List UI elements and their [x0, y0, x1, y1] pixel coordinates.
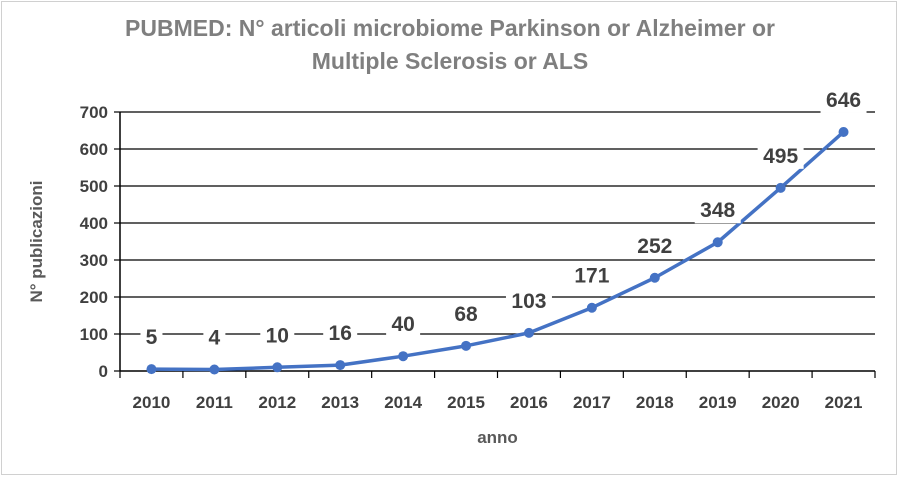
x-tick-label-2020: 2020 [762, 393, 800, 412]
data-label-2016: 103 [511, 290, 546, 313]
data-point-2011 [209, 364, 220, 375]
chart-title: PUBMED: N° articoli microbiome Parkinson… [0, 12, 900, 78]
data-label-bg-2014 [386, 311, 421, 338]
data-label-2011: 4 [209, 327, 221, 350]
y-tick-label-500: 500 [80, 177, 108, 196]
y-tick-label-100: 100 [80, 325, 108, 344]
x-tick-label-2018: 2018 [636, 393, 674, 412]
data-point-2012 [272, 362, 283, 373]
axes [114, 111, 876, 378]
data-label-bg-2013 [323, 320, 358, 347]
x-tick-label-2017: 2017 [573, 393, 611, 412]
data-label-2019: 348 [700, 199, 735, 222]
data-label-2018: 252 [637, 235, 672, 258]
data-label-bg-2018 [631, 232, 678, 259]
data-point-2018 [649, 272, 660, 283]
chart-title-line-2: Multiple Sclerosis or ALS [311, 48, 589, 74]
data-label-bg-2017 [568, 262, 615, 289]
data-label-2015: 68 [454, 303, 478, 326]
x-tick-label-2013: 2013 [321, 393, 359, 412]
data-point-2010 [146, 364, 157, 375]
y-tick-label-300: 300 [80, 251, 108, 270]
y-tick-label-600: 600 [80, 140, 108, 159]
data-label-bg-2021 [820, 86, 867, 113]
y-tick-label-200: 200 [80, 288, 108, 307]
data-point-2017 [586, 302, 597, 313]
data-label-2017: 171 [574, 265, 609, 288]
data-point-2013 [335, 360, 346, 371]
data-label-2014: 40 [391, 313, 414, 336]
data-label-bg-2016 [505, 287, 552, 314]
x-tick-label-2012: 2012 [258, 393, 296, 412]
data-point-2020 [775, 182, 786, 193]
data-label-2012: 10 [266, 324, 289, 347]
x-tick-label-2019: 2019 [699, 393, 737, 412]
series-line [151, 130, 845, 372]
data-label-bg-2019 [694, 197, 741, 224]
y-axis-title: N° publicazioni [27, 180, 46, 302]
x-tick-label-2014: 2014 [384, 393, 422, 412]
x-tick-labels: 2010 2011 2012 2013 2014 2015 2016 2017 2018 2019… [133, 393, 863, 412]
data-point-2019 [712, 237, 723, 248]
y-tick-labels: 0 100 200 300 400 500 600 700 [80, 103, 108, 381]
x-tick-label-2010: 2010 [133, 393, 171, 412]
data-label-2010: 5 [146, 326, 158, 349]
x-tick-label-2015: 2015 [447, 393, 485, 412]
data-point-2014 [398, 351, 409, 362]
y-tick-label-400: 400 [80, 214, 108, 233]
data-point-2016 [523, 327, 534, 338]
data-point-2015 [461, 340, 472, 351]
x-tick-label-2016: 2016 [510, 393, 548, 412]
data-label-bg-2020 [757, 142, 804, 169]
data-label-bg-2011 [203, 324, 226, 351]
data-label-2020: 495 [763, 145, 798, 168]
y-tick-label-700: 700 [80, 103, 108, 122]
data-point-2021 [838, 126, 849, 137]
gridlines [120, 111, 875, 335]
data-label-bg-2012 [260, 322, 295, 349]
x-tick-label-2011: 2011 [196, 393, 233, 412]
data-label-bg-2010 [140, 324, 163, 351]
data-label-2013: 16 [329, 322, 352, 345]
x-tick-label-2021: 2021 [825, 393, 863, 412]
y-tick-label-0: 0 [99, 362, 108, 381]
data-label-2021: 646 [826, 89, 861, 112]
data-labels: 5 4 10 16 40 68 103 171 252 348 495 646 [140, 86, 867, 351]
chart-title-line-1: PUBMED: N° articoli microbiome Parkinson… [125, 15, 775, 41]
data-label-bg-2015 [449, 300, 484, 327]
data-series [146, 126, 849, 375]
x-axis-title: anno [477, 428, 518, 447]
